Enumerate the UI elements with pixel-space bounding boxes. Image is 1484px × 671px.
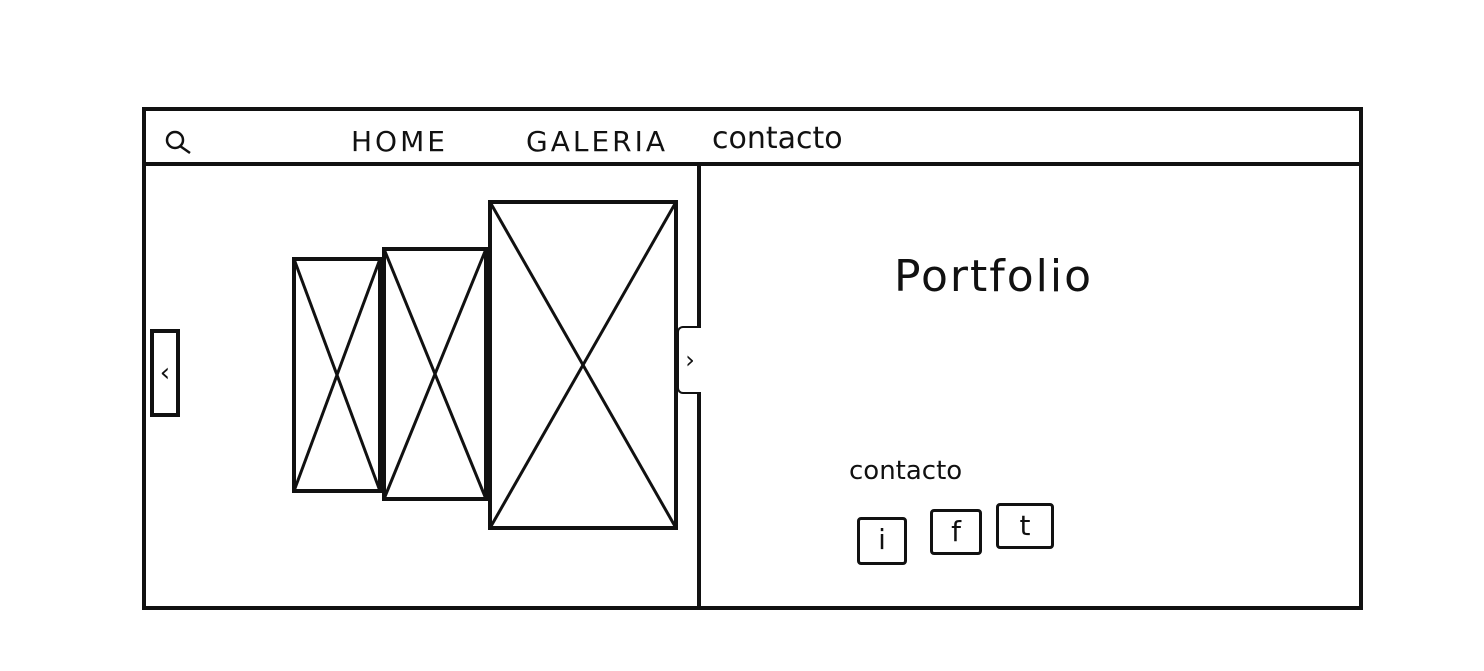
nav-item-home[interactable]: HOME bbox=[351, 125, 448, 158]
facebook-icon: f bbox=[951, 515, 961, 548]
nav-item-contacto[interactable]: contacto bbox=[712, 121, 843, 156]
instagram-icon: i bbox=[878, 523, 886, 556]
carousel-prev-button[interactable]: ‹ bbox=[150, 329, 180, 417]
contact-label: contacto bbox=[849, 456, 963, 486]
chevron-left-icon: ‹ bbox=[159, 358, 171, 388]
navigation-bar: HOME GALERIA contacto bbox=[146, 111, 1359, 166]
page-title: Portfolio bbox=[894, 251, 1094, 302]
gallery-image-placeholder-featured[interactable] bbox=[488, 200, 678, 530]
nav-item-galeria[interactable]: GALERIA bbox=[526, 125, 669, 158]
facebook-button[interactable]: f bbox=[930, 509, 982, 555]
gallery-image-placeholder-1[interactable] bbox=[292, 257, 382, 493]
search-icon[interactable] bbox=[164, 129, 192, 157]
website-wireframe: HOME GALERIA contacto ‹ › Portfolio cont… bbox=[142, 107, 1363, 610]
chevron-right-icon: › bbox=[685, 346, 695, 374]
gallery-image-placeholder-2[interactable] bbox=[382, 247, 488, 501]
twitter-icon: t bbox=[1019, 509, 1031, 542]
twitter-button[interactable]: t bbox=[996, 503, 1054, 549]
carousel-next-button[interactable]: › bbox=[677, 326, 701, 394]
instagram-button[interactable]: i bbox=[857, 517, 907, 565]
